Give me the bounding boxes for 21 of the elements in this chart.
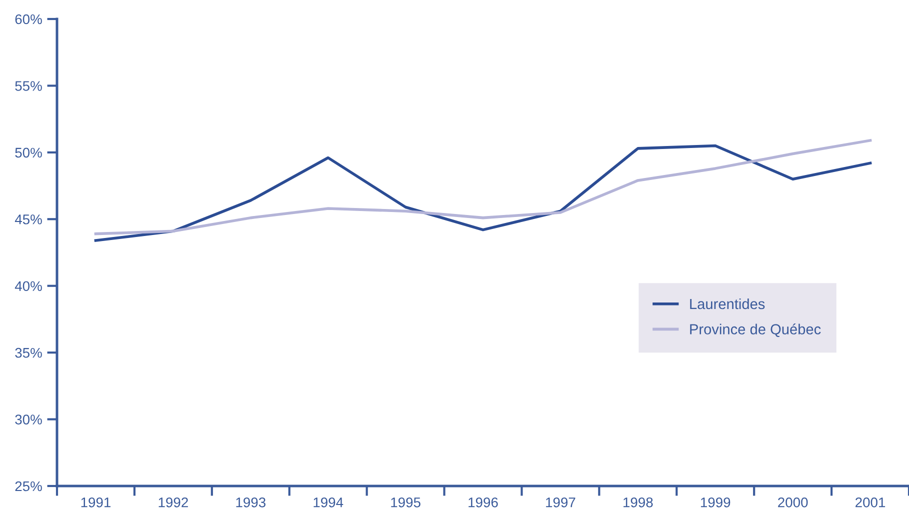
x-tick-label: 1994 bbox=[314, 497, 344, 508]
y-tick-label: 25% bbox=[15, 481, 42, 492]
y-tick-label: 30% bbox=[15, 414, 42, 424]
y-tick-label: 45% bbox=[14, 214, 42, 224]
x-tick-label: 1998 bbox=[624, 497, 653, 508]
y-tick-label: 55% bbox=[15, 81, 42, 91]
x-tick-label: 1995 bbox=[391, 497, 420, 508]
legend-label: Province de Québec bbox=[690, 324, 821, 338]
x-tick-label: 1996 bbox=[468, 497, 498, 508]
x-tick-label: 1993 bbox=[236, 497, 266, 508]
x-tick-label: 1997 bbox=[546, 497, 576, 508]
legend-label: Laurentides bbox=[690, 298, 765, 310]
x-tick-label: 1991 bbox=[81, 497, 110, 508]
x-tick-label: 1992 bbox=[158, 497, 188, 508]
y-tick-label: 40% bbox=[14, 281, 42, 292]
y-tick-label: 50% bbox=[15, 148, 42, 158]
x-tick-label: 1999 bbox=[700, 497, 730, 508]
x-tick-label: 2001 bbox=[856, 497, 886, 508]
y-tick-label: 60% bbox=[15, 14, 42, 24]
x-tick-label: 2000 bbox=[778, 497, 808, 508]
y-tick-label: 35% bbox=[15, 348, 42, 358]
